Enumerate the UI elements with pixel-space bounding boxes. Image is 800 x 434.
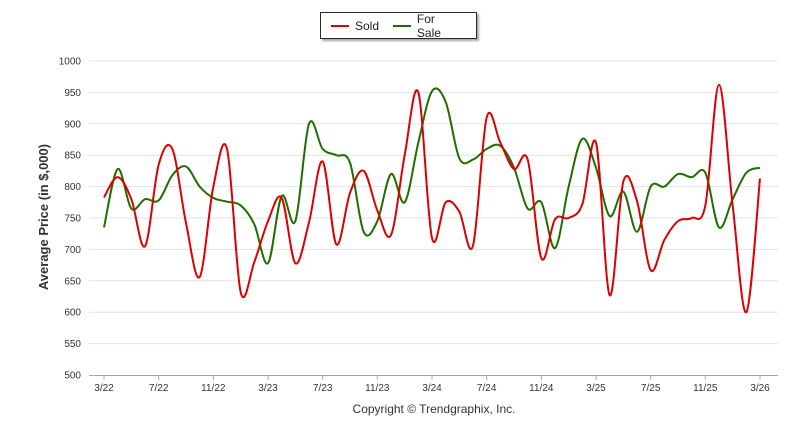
x-tick-label: 7/25	[641, 383, 661, 394]
legend: Sold For Sale	[320, 12, 477, 40]
y-tick-label: 650	[64, 276, 81, 287]
x-tick-label: 11/22	[201, 383, 226, 394]
x-tick-label: 3/26	[750, 383, 770, 394]
y-tick-label: 750	[64, 214, 81, 225]
y-tick-label: 550	[64, 339, 81, 350]
x-tick-label: 3/25	[586, 383, 606, 394]
legend-label-sold: Sold	[355, 18, 380, 33]
axes: 500 550 600 650 700 750 800 850 900 950 1000 3/22 7/…	[59, 57, 778, 394]
x-tick-label: 7/22	[149, 383, 169, 394]
y-tick-label: 500	[64, 371, 81, 382]
y-axis-title: Average Price (in $,000)	[36, 144, 51, 290]
legend-swatch-for-sale	[393, 24, 411, 27]
x-tick-label: 11/24	[529, 383, 554, 394]
y-tick-label: 600	[64, 308, 81, 319]
y-tick-label: 900	[64, 119, 81, 130]
x-tick-label: 11/25	[693, 383, 718, 394]
y-tick-label: 1000	[59, 57, 82, 68]
legend-item-sold[interactable]: Sold	[331, 19, 379, 33]
x-tick-label: 7/24	[477, 383, 497, 394]
series-line-sold[interactable]	[103, 83, 761, 314]
x-tick-label: 11/23	[365, 383, 390, 394]
gridlines	[89, 60, 778, 345]
series-lines	[103, 83, 761, 314]
x-tick-label: 3/22	[94, 383, 114, 394]
x-tick-label: 3/24	[422, 383, 442, 394]
legend-label-for-sale: For Sale	[416, 11, 441, 40]
series-line-for-sale[interactable]	[103, 87, 761, 265]
legend-swatch-sold	[331, 24, 349, 27]
x-tick-label: 3/23	[258, 383, 278, 394]
copyright-text: Copyright © Trendgraphix, Inc.	[352, 402, 516, 416]
legend-item-for-sale[interactable]: For Sale	[393, 12, 462, 40]
y-tick-label: 700	[64, 245, 81, 256]
y-tick-label: 950	[64, 88, 81, 99]
x-tick-label: 7/23	[313, 383, 333, 394]
y-tick-label: 850	[64, 151, 81, 162]
y-tick-label: 800	[64, 182, 81, 193]
